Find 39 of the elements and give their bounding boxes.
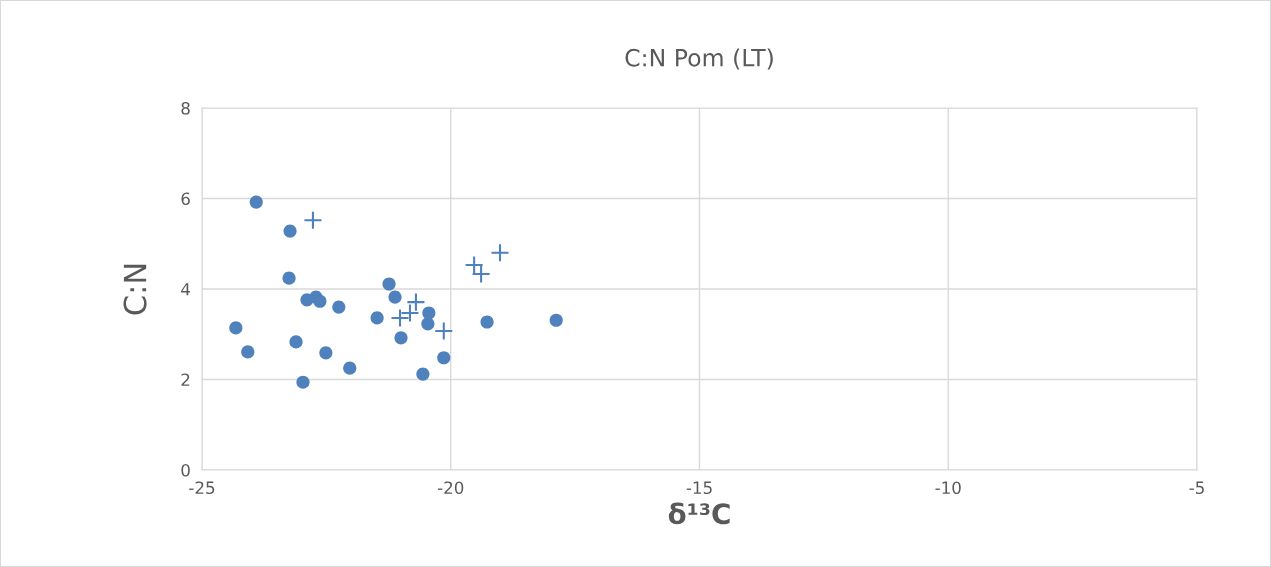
x-tick-label: -10 [935, 481, 961, 495]
point [283, 224, 297, 238]
y-tick-label: 8 [181, 101, 190, 115]
x-tick-label: -25 [189, 481, 215, 495]
point [422, 306, 436, 320]
y-tick-label: 2 [181, 373, 190, 386]
point [421, 317, 435, 331]
y-tick-label: 6 [181, 192, 190, 206]
point [249, 195, 263, 209]
point [382, 277, 396, 291]
point [549, 313, 563, 327]
point [437, 351, 451, 365]
point [480, 315, 494, 329]
y-axis-title: C:N [123, 264, 147, 315]
point [388, 290, 402, 304]
point [343, 361, 357, 375]
point [416, 367, 430, 381]
chart-title: C:N Pom (LT) [625, 48, 773, 70]
point [303, 210, 323, 230]
point [319, 346, 333, 360]
x-axis-title: δ¹³C [668, 502, 730, 525]
x-tick-label: -15 [686, 481, 712, 495]
point [229, 321, 243, 335]
point [313, 294, 327, 308]
point [282, 271, 296, 285]
point [394, 331, 408, 345]
x-tick-label: -5 [1189, 481, 1204, 495]
point [296, 375, 310, 389]
y-tick-label: 0 [181, 463, 190, 477]
point [490, 243, 510, 263]
point [241, 345, 255, 359]
x-tick-label: -20 [437, 481, 464, 495]
point [471, 264, 491, 284]
point [434, 321, 454, 341]
point [370, 311, 384, 325]
point [332, 300, 346, 314]
y-tick-label: 4 [181, 283, 190, 296]
point [464, 255, 484, 275]
point [289, 335, 303, 349]
